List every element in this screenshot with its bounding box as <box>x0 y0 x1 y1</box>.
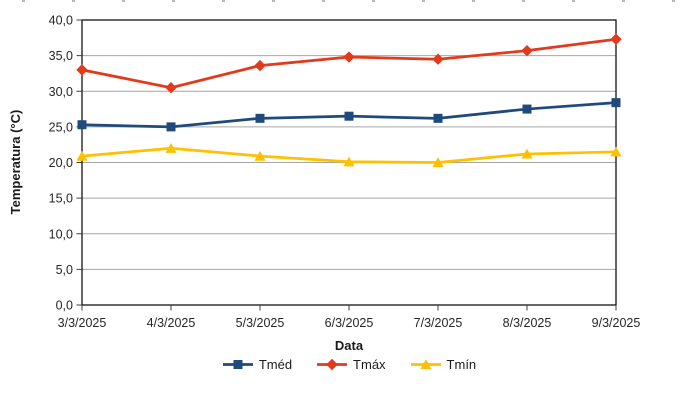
x-tick-label: 9/3/2025 <box>592 316 641 330</box>
series-2-marker <box>610 146 622 157</box>
legend-marker-icon <box>317 358 348 371</box>
series-0-marker <box>255 113 265 123</box>
x-axis-title: Data <box>334 338 364 353</box>
series-1-marker <box>76 64 88 76</box>
series-2-marker <box>165 143 177 153</box>
legend: Tméd Tmáx Tmín <box>82 357 616 372</box>
y-tick-label: 15,0 <box>49 192 73 206</box>
legend-marker-icon <box>410 359 441 370</box>
series-2-marker <box>432 157 444 168</box>
legend-marker-shape <box>233 360 243 369</box>
series-1-marker <box>343 51 355 63</box>
series-2 <box>76 143 622 168</box>
y-tick-label: 10,0 <box>49 227 73 241</box>
y-axis-title: Temperatura (°C) <box>8 109 23 215</box>
series-0 <box>77 98 621 132</box>
y-tick-label: 5,0 <box>56 263 73 277</box>
legend-item-2[interactable]: Tmín <box>410 357 477 372</box>
series-2-marker <box>521 148 533 159</box>
x-tick-label: 5/3/2025 <box>236 316 285 330</box>
series-0-marker <box>522 104 532 114</box>
y-tick-label: 30,0 <box>49 85 73 99</box>
legend-marker-shape <box>419 359 432 370</box>
legend-marker-shape <box>326 358 338 371</box>
legend-label: Tmáx <box>353 357 386 372</box>
x-tick-label: 4/3/2025 <box>147 316 196 330</box>
y-tick-label: 40,0 <box>49 14 73 28</box>
x-tick-label: 3/3/2025 <box>58 316 107 330</box>
y-tick-label: 35,0 <box>49 49 73 63</box>
clipped-top-tick-marks <box>0 0 681 2</box>
series-1-marker <box>254 59 266 72</box>
legend-item-1[interactable]: Tmáx <box>316 357 386 372</box>
series-2-marker <box>76 150 88 161</box>
series-0-marker <box>344 111 354 121</box>
x-tick-label: 6/3/2025 <box>325 316 374 330</box>
series-0-marker <box>77 120 87 130</box>
series-0-marker <box>166 122 176 132</box>
legend-item-0[interactable]: Tméd <box>222 357 292 372</box>
series-1-marker <box>610 33 622 45</box>
series-2-marker <box>343 156 355 167</box>
x-tick-label: 7/3/2025 <box>414 316 463 330</box>
x-tick-label: 8/3/2025 <box>503 316 552 330</box>
series-0-marker <box>611 98 621 108</box>
y-tick-label: 25,0 <box>49 120 73 134</box>
series-1-marker <box>165 81 177 94</box>
legend-marker-icon <box>222 360 253 369</box>
series-2-marker <box>254 150 266 161</box>
y-tick-label: 20,0 <box>49 156 73 170</box>
legend-label: Tmín <box>446 357 477 372</box>
series-0-marker <box>433 113 443 123</box>
series-1 <box>76 33 622 94</box>
y-tick-label: 0,0 <box>56 299 73 313</box>
series-1-marker <box>432 53 444 65</box>
legend-label: Tméd <box>258 357 293 372</box>
series-1-line <box>81 37 617 90</box>
series-1-marker <box>521 44 533 57</box>
